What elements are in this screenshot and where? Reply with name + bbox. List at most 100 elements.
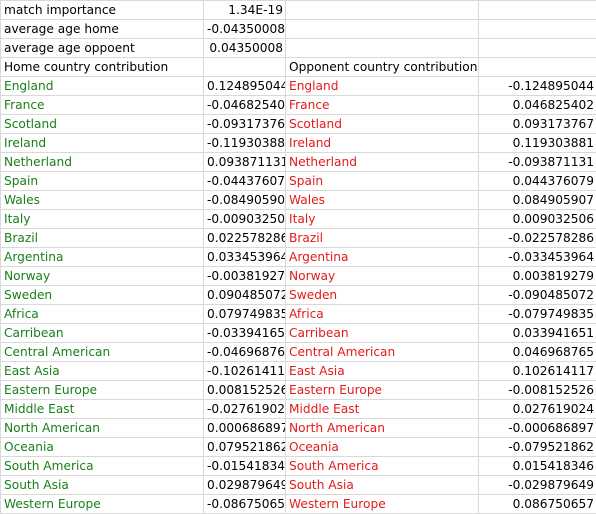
- home-value-cell[interactable]: -0.084905907: [204, 191, 286, 210]
- home-country-cell[interactable]: Ireland: [1, 134, 204, 153]
- opponent-country-cell[interactable]: France: [286, 96, 479, 115]
- opponent-value-cell[interactable]: 0.119303881: [479, 134, 596, 153]
- opponent-country-cell[interactable]: South Asia: [286, 476, 479, 495]
- opponent-country-cell[interactable]: Netherland: [286, 153, 479, 172]
- opponent-country-cell[interactable]: England: [286, 77, 479, 96]
- opponent-country-cell[interactable]: Oceania: [286, 438, 479, 457]
- opponent-country-cell[interactable]: Carribean: [286, 324, 479, 343]
- empty-cell[interactable]: [286, 39, 479, 58]
- cell-label[interactable]: average age home: [1, 20, 204, 39]
- opponent-value-cell[interactable]: -0.079521862: [479, 438, 596, 457]
- home-country-cell[interactable]: Argentina: [1, 248, 204, 267]
- home-country-cell[interactable]: North American: [1, 419, 204, 438]
- home-country-cell[interactable]: Italy: [1, 210, 204, 229]
- opponent-value-cell[interactable]: 0.102614117: [479, 362, 596, 381]
- home-value-cell[interactable]: -0.044376079: [204, 172, 286, 191]
- home-value-cell[interactable]: -0.015418346: [204, 457, 286, 476]
- home-country-cell[interactable]: Western Europe: [1, 495, 204, 514]
- opponent-value-cell[interactable]: -0.033453964: [479, 248, 596, 267]
- opponent-country-cell[interactable]: Norway: [286, 267, 479, 286]
- home-country-cell[interactable]: South America: [1, 457, 204, 476]
- opponent-value-cell[interactable]: -0.000686897: [479, 419, 596, 438]
- home-country-cell[interactable]: Carribean: [1, 324, 204, 343]
- empty-cell[interactable]: [479, 39, 596, 58]
- home-value-cell[interactable]: 0.079749835: [204, 305, 286, 324]
- opponent-value-cell[interactable]: -0.029879649: [479, 476, 596, 495]
- home-value-cell[interactable]: -0.119303881: [204, 134, 286, 153]
- opponent-value-cell[interactable]: 0.084905907: [479, 191, 596, 210]
- home-column-header[interactable]: Home country contribution: [1, 58, 204, 77]
- cell-value[interactable]: 1.34E-19: [204, 1, 286, 20]
- opponent-value-cell[interactable]: 0.086750657: [479, 495, 596, 514]
- opponent-country-cell[interactable]: Spain: [286, 172, 479, 191]
- home-country-cell[interactable]: South Asia: [1, 476, 204, 495]
- cell-value[interactable]: -0.04350008: [204, 20, 286, 39]
- opponent-country-cell[interactable]: Italy: [286, 210, 479, 229]
- home-country-cell[interactable]: Sweden: [1, 286, 204, 305]
- home-country-cell[interactable]: France: [1, 96, 204, 115]
- home-country-cell[interactable]: Africa: [1, 305, 204, 324]
- opponent-country-cell[interactable]: East Asia: [286, 362, 479, 381]
- cell-label[interactable]: match importance: [1, 1, 204, 20]
- empty-cell[interactable]: [479, 20, 596, 39]
- home-value-cell[interactable]: -0.102614117: [204, 362, 286, 381]
- opponent-value-cell[interactable]: 0.046825402: [479, 96, 596, 115]
- opponent-value-cell[interactable]: -0.022578286: [479, 229, 596, 248]
- home-value-cell[interactable]: 0.079521862: [204, 438, 286, 457]
- opponent-country-cell[interactable]: Central American: [286, 343, 479, 362]
- opponent-value-cell[interactable]: 0.003819279: [479, 267, 596, 286]
- opponent-country-cell[interactable]: Brazil: [286, 229, 479, 248]
- cell-label[interactable]: average age oppoent: [1, 39, 204, 58]
- empty-cell[interactable]: [479, 58, 596, 77]
- opponent-value-cell[interactable]: 0.046968765: [479, 343, 596, 362]
- opponent-value-cell[interactable]: -0.079749835: [479, 305, 596, 324]
- home-value-cell[interactable]: 0.124895044: [204, 77, 286, 96]
- home-country-cell[interactable]: Eastern Europe: [1, 381, 204, 400]
- home-value-cell[interactable]: 0.029879649: [204, 476, 286, 495]
- home-country-cell[interactable]: East Asia: [1, 362, 204, 381]
- opponent-country-cell[interactable]: Argentina: [286, 248, 479, 267]
- opponent-column-header[interactable]: Opponent country contribution: [286, 58, 479, 77]
- home-value-cell[interactable]: -0.093173767: [204, 115, 286, 134]
- home-value-cell[interactable]: -0.009032506: [204, 210, 286, 229]
- home-value-cell[interactable]: 0.022578286: [204, 229, 286, 248]
- opponent-value-cell[interactable]: 0.015418346: [479, 457, 596, 476]
- opponent-country-cell[interactable]: Africa: [286, 305, 479, 324]
- home-country-cell[interactable]: Wales: [1, 191, 204, 210]
- opponent-country-cell[interactable]: Middle East: [286, 400, 479, 419]
- home-country-cell[interactable]: Norway: [1, 267, 204, 286]
- home-value-cell[interactable]: -0.027619024: [204, 400, 286, 419]
- home-country-cell[interactable]: Central American: [1, 343, 204, 362]
- opponent-country-cell[interactable]: Ireland: [286, 134, 479, 153]
- opponent-value-cell[interactable]: 0.093173767: [479, 115, 596, 134]
- home-value-cell[interactable]: 0.000686897: [204, 419, 286, 438]
- home-value-cell[interactable]: -0.033941651: [204, 324, 286, 343]
- opponent-value-cell[interactable]: -0.093871131: [479, 153, 596, 172]
- cell-value[interactable]: 0.04350008: [204, 39, 286, 58]
- home-country-cell[interactable]: Spain: [1, 172, 204, 191]
- empty-cell[interactable]: [479, 1, 596, 20]
- opponent-value-cell[interactable]: 0.044376079: [479, 172, 596, 191]
- opponent-country-cell[interactable]: Eastern Europe: [286, 381, 479, 400]
- empty-cell[interactable]: [286, 20, 479, 39]
- home-country-cell[interactable]: Middle East: [1, 400, 204, 419]
- home-value-cell[interactable]: 0.090485072: [204, 286, 286, 305]
- opponent-country-cell[interactable]: Scotland: [286, 115, 479, 134]
- home-value-cell[interactable]: -0.046968765: [204, 343, 286, 362]
- home-country-cell[interactable]: Netherland: [1, 153, 204, 172]
- opponent-value-cell[interactable]: -0.124895044: [479, 77, 596, 96]
- empty-cell[interactable]: [286, 1, 479, 20]
- opponent-country-cell[interactable]: Western Europe: [286, 495, 479, 514]
- home-value-cell[interactable]: -0.086750657: [204, 495, 286, 514]
- home-value-cell[interactable]: 0.008152526: [204, 381, 286, 400]
- home-value-cell[interactable]: -0.046825402: [204, 96, 286, 115]
- home-country-cell[interactable]: England: [1, 77, 204, 96]
- opponent-country-cell[interactable]: Wales: [286, 191, 479, 210]
- opponent-value-cell[interactable]: -0.090485072: [479, 286, 596, 305]
- home-country-cell[interactable]: Scotland: [1, 115, 204, 134]
- home-country-cell[interactable]: Oceania: [1, 438, 204, 457]
- empty-cell[interactable]: [204, 58, 286, 77]
- opponent-value-cell[interactable]: 0.033941651: [479, 324, 596, 343]
- opponent-value-cell[interactable]: 0.027619024: [479, 400, 596, 419]
- opponent-country-cell[interactable]: Sweden: [286, 286, 479, 305]
